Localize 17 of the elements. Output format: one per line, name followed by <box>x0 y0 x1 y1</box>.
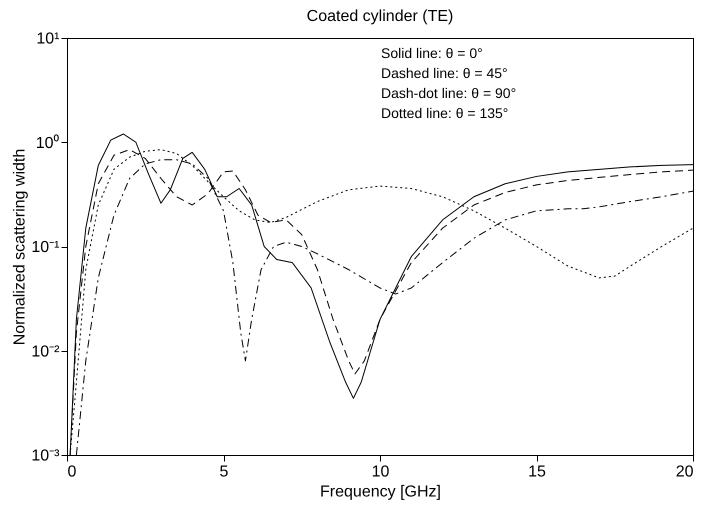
x-tick-label: 15 <box>528 464 546 480</box>
x-tick-label: 0 <box>68 464 76 480</box>
y-tick-label: 10⁻³ <box>31 448 60 464</box>
chart-title: Coated cylinder (TE) <box>306 8 454 25</box>
annotation: Dashed line: θ = 45° <box>381 65 508 81</box>
x-tick-label: 20 <box>676 464 694 480</box>
annotation: Solid line: θ = 0° <box>381 45 483 61</box>
annotation: Dotted line: θ = 135° <box>381 105 508 121</box>
y-axis-title: Normalized scattering width <box>11 148 28 346</box>
x-tick-label: 5 <box>220 464 229 480</box>
annotation: Dash-dot line: θ = 90° <box>381 85 516 101</box>
y-tick-label: 10⁰ <box>36 134 60 152</box>
y-tick-label: 10⁻¹ <box>31 239 60 256</box>
y-tick-label: 10¹ <box>36 30 60 48</box>
x-axis-title: Frequency [GHz] <box>320 484 441 500</box>
y-tick-label: 10⁻² <box>31 343 60 360</box>
x-tick-label: 10 <box>372 464 390 480</box>
